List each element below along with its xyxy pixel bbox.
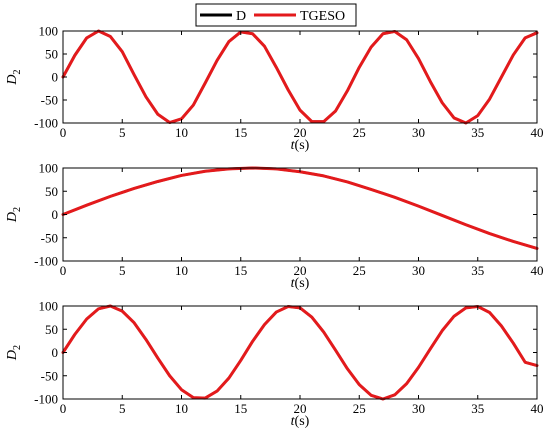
y-tick-label: -50 — [41, 230, 58, 245]
y-tick-label: -100 — [34, 116, 58, 131]
x-tick-label: 20 — [294, 401, 307, 416]
y-tick-label: 50 — [45, 184, 58, 199]
subplot-3: 0 5 10 15 20 25 30 35 40 100 50 0 -50 -100 t(s) D2 — [5, 299, 544, 430]
x-axis-label: t(s) — [291, 414, 310, 429]
y-tick-label: -50 — [41, 93, 58, 108]
y-tick-label: 0 — [52, 345, 59, 360]
x-axis-label: t(s) — [291, 138, 310, 153]
x-tick-label: 0 — [60, 263, 67, 278]
y-tick-label: -50 — [41, 368, 58, 383]
x-tick-label: 10 — [175, 401, 188, 416]
axes-frame — [62, 305, 538, 400]
y-axis-label: D2 — [5, 345, 23, 361]
y-tick-label: 100 — [39, 24, 59, 39]
y-tick-label: 50 — [45, 47, 58, 62]
y-axis-label: D2 — [5, 207, 23, 223]
subplot-1: 0 5 10 15 20 25 30 35 40 100 50 0 -50 -100 t(s) D2 — [5, 24, 544, 154]
x-tick-label: 0 — [60, 125, 67, 140]
x-tick-label: 35 — [471, 263, 484, 278]
x-tick-label: 40 — [531, 401, 544, 416]
y-tick-label: 50 — [45, 322, 58, 337]
series-tgeso-line — [61, 29, 539, 125]
x-tick-label: 40 — [531, 263, 544, 278]
x-tick-label: 25 — [353, 263, 366, 278]
legend-label-tgeso: TGESO — [300, 9, 345, 24]
x-tick-label: 20 — [294, 125, 307, 140]
legend: D TGESO — [195, 3, 357, 27]
x-tick-label: 5 — [119, 401, 126, 416]
axes-frame — [62, 167, 538, 262]
x-tick-label: 35 — [471, 125, 484, 140]
x-tick-label: 15 — [234, 401, 247, 416]
x-tick-label: 5 — [119, 263, 126, 278]
x-tick-label: 30 — [412, 125, 425, 140]
x-tick-label: 25 — [353, 401, 366, 416]
x-tick-label: 5 — [119, 125, 126, 140]
x-axis-label: t(s) — [291, 276, 310, 291]
y-tick-label: 100 — [39, 161, 59, 176]
x-tick-label: 25 — [353, 125, 366, 140]
y-tick-label: -100 — [34, 254, 58, 269]
x-tick-label: 10 — [175, 263, 188, 278]
x-tick-label: 35 — [471, 401, 484, 416]
y-tick-label: 0 — [52, 70, 59, 85]
y-tick-label: 100 — [39, 299, 59, 314]
x-tick-label: 15 — [234, 125, 247, 140]
subplot-2: 0 5 10 15 20 25 30 35 40 100 50 0 -50 -100 t(s) D2 — [5, 161, 544, 292]
series-tgeso-line — [61, 166, 539, 250]
x-tick-label: 30 — [412, 263, 425, 278]
x-tick-label: 40 — [531, 125, 544, 140]
y-tick-label: -100 — [34, 392, 58, 407]
legend-label-d: D — [236, 9, 246, 24]
x-tick-label: 10 — [175, 125, 188, 140]
y-tick-label: 0 — [52, 207, 59, 222]
y-axis-label: D2 — [5, 69, 23, 85]
x-tick-label: 30 — [412, 401, 425, 416]
series-d-line — [61, 166, 539, 250]
series-d-line — [61, 304, 539, 401]
x-tick-label: 0 — [60, 401, 67, 416]
x-tick-label: 15 — [234, 263, 247, 278]
x-tick-label: 20 — [294, 263, 307, 278]
series-tgeso-line — [61, 304, 539, 401]
